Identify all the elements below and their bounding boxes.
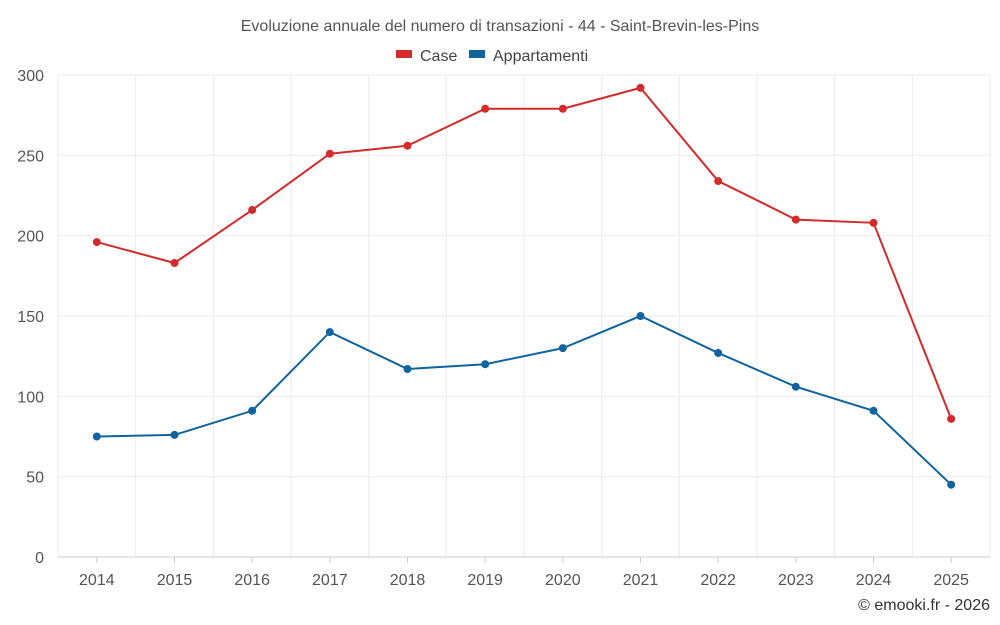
data-point-case[interactable] [248,205,257,214]
grid [57,74,991,558]
data-point-case[interactable] [170,258,179,267]
x-axis-ticks: 2014 2015 2016 2017 2018 2019 2020 2021 2022 2023… [79,557,969,589]
legend-swatch-case [396,50,412,58]
y-tick-label: 50 [26,470,44,487]
data-point-case[interactable] [791,215,800,224]
data-point-case[interactable] [403,141,412,150]
x-tick-label: 2022 [700,572,736,589]
y-axis-ticks: 0 50 100 150 200 250 300 [17,68,44,567]
data-point-appartamenti[interactable] [869,406,878,415]
y-tick-label: 300 [17,68,44,85]
y-tick-label: 100 [17,389,44,406]
data-point-case[interactable] [481,104,490,113]
data-point-appartamenti[interactable] [558,344,567,353]
data-point-appartamenti[interactable] [170,430,179,439]
data-point-case[interactable] [636,83,645,92]
x-tick-label: 2014 [79,572,115,589]
data-point-appartamenti[interactable] [791,382,800,391]
data-point-appartamenti[interactable] [947,480,956,489]
credit-text: © emooki.fr - 2026 [858,597,990,614]
data-point-appartamenti[interactable] [636,312,645,320]
series-line-case [96,86,953,420]
data-point-appartamenti[interactable] [481,360,490,369]
legend-label-appartamenti[interactable]: Appartamenti [493,48,588,65]
data-point-appartamenti[interactable] [92,432,101,441]
x-tick-label: 2016 [234,572,270,589]
data-point-case[interactable] [325,149,334,158]
x-tick-label: 2023 [778,572,814,589]
data-point-appartamenti[interactable] [325,328,334,337]
y-tick-label: 200 [17,229,44,246]
series-line-appartamenti [96,314,952,486]
y-tick-label: 150 [17,309,44,326]
data-point-case[interactable] [714,177,723,186]
data-point-appartamenti[interactable] [403,365,412,374]
data-point-appartamenti[interactable] [248,406,257,415]
legend: Case Appartamenti [396,48,588,65]
chart-title: Evoluzione annuale del numero di transaz… [241,18,760,35]
x-tick-label: 2015 [157,572,193,589]
x-tick-label: 2017 [312,572,348,589]
data-point-case[interactable] [947,414,956,423]
x-tick-label: 2024 [856,572,892,589]
y-tick-label: 250 [17,148,44,165]
x-tick-label: 2020 [545,572,581,589]
series-group [92,83,956,489]
data-point-appartamenti[interactable] [714,348,723,357]
x-tick-label: 2018 [390,572,426,589]
data-point-case[interactable] [92,238,101,247]
data-point-case[interactable] [558,104,567,113]
x-tick-label: 2019 [467,572,503,589]
x-tick-label: 2021 [623,572,659,589]
legend-label-case[interactable]: Case [420,48,457,65]
legend-swatch-appartamenti [469,50,485,58]
x-tick-label: 2025 [933,572,969,589]
y-tick-label: 0 [35,550,44,567]
data-point-case[interactable] [869,218,878,227]
